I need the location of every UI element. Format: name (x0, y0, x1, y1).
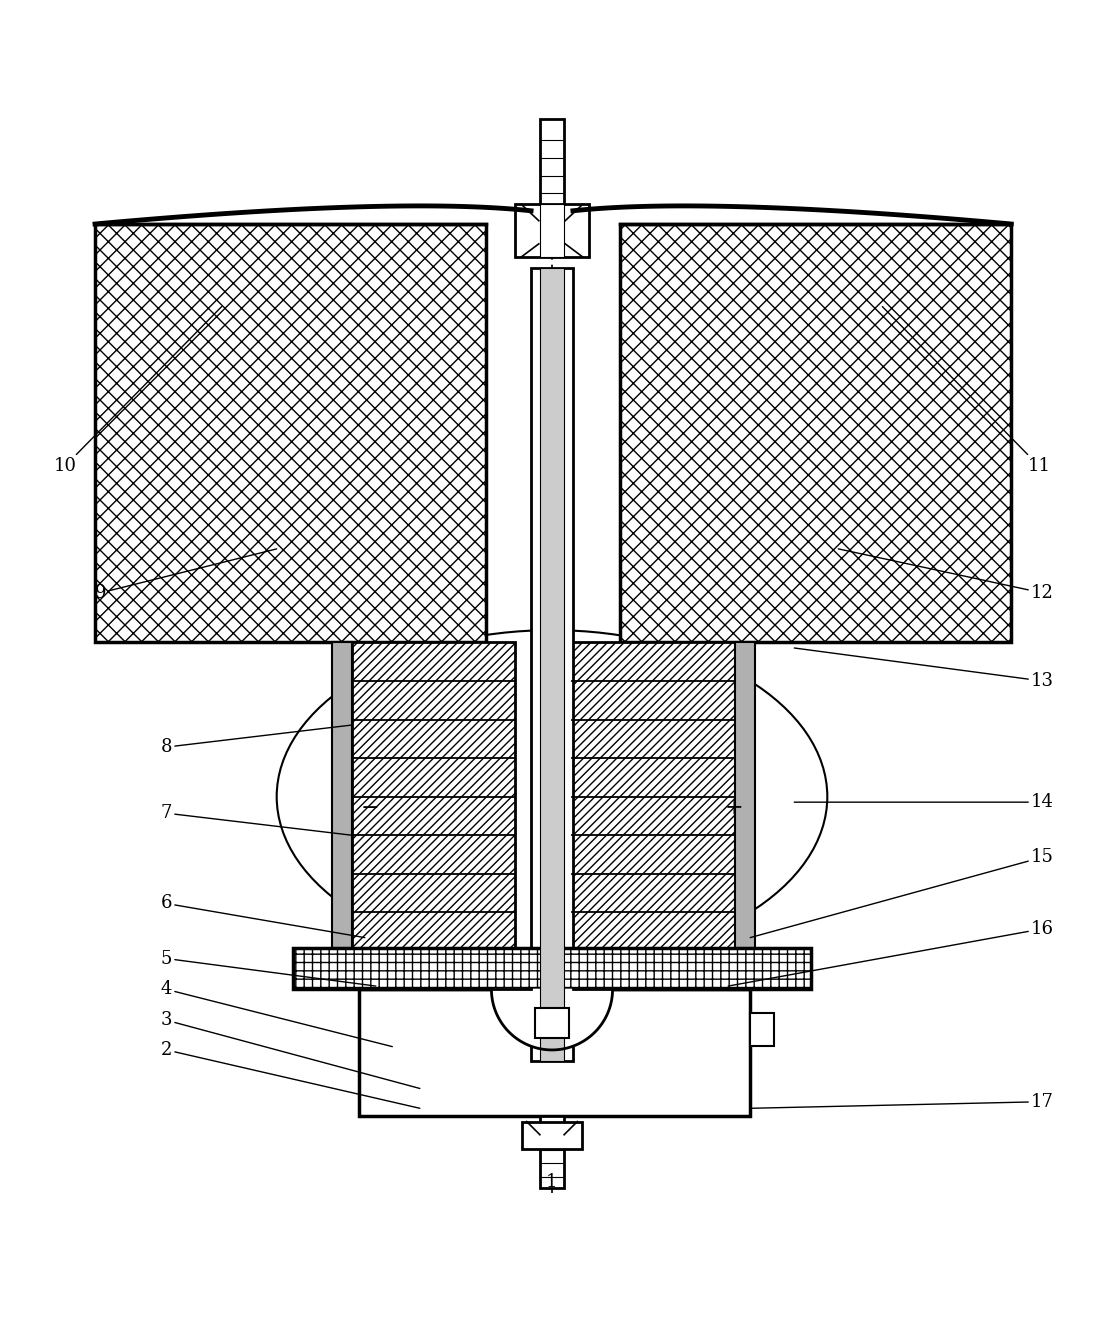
Text: 13: 13 (794, 648, 1054, 691)
Text: 4: 4 (161, 981, 392, 1046)
Text: +: + (724, 796, 743, 818)
Text: 2: 2 (161, 1041, 420, 1108)
Bar (751, 1014, 774, 1046)
Bar (514, 204, 590, 257)
Bar (535, 1007, 569, 1039)
Bar (359, 990, 751, 1116)
Text: 3: 3 (160, 1011, 420, 1089)
Bar (531, 268, 573, 1061)
Text: 5: 5 (161, 949, 375, 986)
Bar (351, 642, 514, 950)
Bar (540, 1116, 564, 1188)
Text: 9: 9 (95, 548, 277, 602)
Polygon shape (491, 990, 613, 1050)
Bar (620, 224, 1011, 642)
Text: 12: 12 (838, 548, 1054, 602)
Bar (332, 642, 351, 950)
Text: 16: 16 (729, 920, 1054, 986)
Text: 14: 14 (794, 793, 1054, 811)
Bar (572, 642, 735, 950)
Text: 11: 11 (882, 307, 1051, 476)
Text: 7: 7 (161, 804, 351, 836)
Text: −: − (361, 796, 380, 818)
Text: 6: 6 (160, 895, 364, 937)
Bar (540, 120, 564, 204)
Text: 8: 8 (160, 725, 351, 757)
Bar (95, 224, 486, 642)
Text: 1: 1 (546, 1173, 558, 1191)
Bar (735, 642, 755, 950)
Text: 10: 10 (53, 307, 222, 476)
Bar (540, 204, 564, 257)
Text: 17: 17 (751, 1093, 1054, 1111)
Text: 15: 15 (751, 849, 1054, 937)
Bar (522, 1122, 582, 1149)
Bar (294, 948, 810, 990)
Bar (540, 268, 564, 1061)
